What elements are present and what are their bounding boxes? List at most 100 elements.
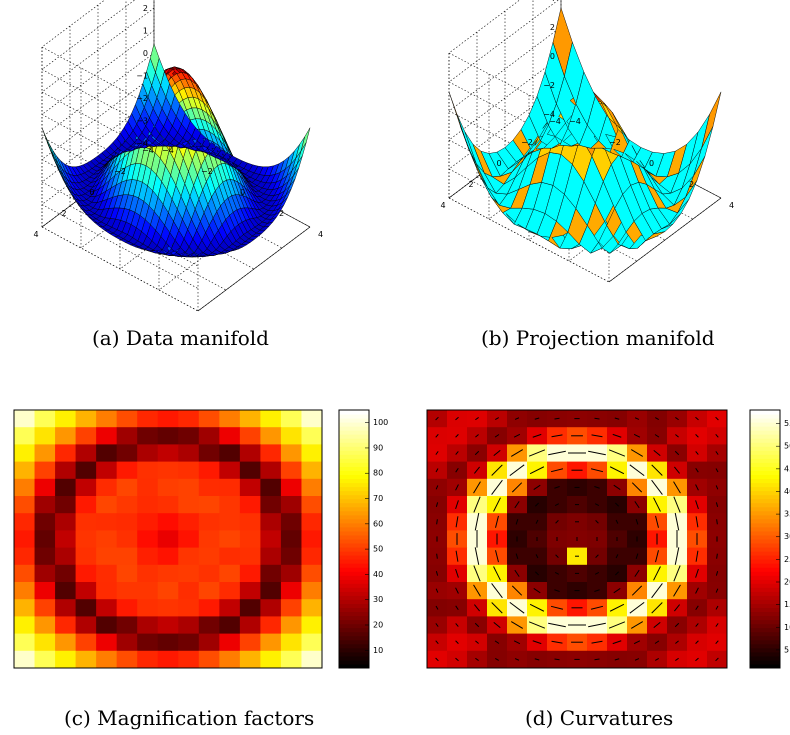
colorbar-tick-label: 10: [373, 646, 383, 655]
heatmap-cell: [116, 530, 138, 548]
colorbar-step: [750, 414, 780, 419]
heatmap-cell: [260, 564, 282, 583]
heatmap-cell: [198, 633, 220, 652]
heatmap-cell: [157, 478, 179, 497]
curvature-glyph: [715, 433, 719, 438]
heatmap-cell: [280, 633, 302, 652]
colorbar-tick-label: 20: [373, 621, 383, 630]
heatmap-cell: [137, 444, 159, 462]
curvature-glyph: [594, 417, 600, 420]
colorbar-step: [339, 494, 369, 500]
heatmap-cell: [34, 427, 56, 445]
curvature-glyph: [595, 554, 599, 558]
colorbar-step: [339, 506, 369, 512]
caption-c: (c) Magnification factors: [64, 706, 315, 730]
z-tick-label: 0: [143, 49, 148, 58]
curvature-glyph: [612, 433, 622, 438]
heatmap-cell: [137, 530, 159, 548]
heatmap-cell: [137, 650, 159, 669]
curvature-glyph: [435, 485, 439, 490]
heatmap-cell: [301, 530, 323, 548]
heatmap-cell: [14, 410, 35, 428]
curvature-glyph: [535, 502, 539, 507]
heatmap-cell: [239, 564, 261, 583]
x-tick-label: 0: [240, 188, 245, 197]
heatmap-cell: [260, 599, 282, 617]
colorbar-step: [339, 522, 369, 528]
colorbar-step: [339, 647, 369, 653]
y-tick-label: 4: [440, 201, 445, 210]
colorbar-step: [339, 498, 369, 504]
curvature-glyph: [695, 623, 699, 627]
colorbar-tick-label: 40: [373, 570, 383, 579]
curvature-glyph: [474, 512, 480, 531]
curvature-glyph: [675, 640, 679, 644]
heatmap-cell: [157, 650, 179, 669]
heatmap-cell: [75, 496, 97, 514]
heatmap-cell: [260, 496, 282, 514]
colorbar-step: [339, 514, 369, 520]
heatmap-cell: [116, 599, 138, 617]
curvature-glyph: [532, 433, 542, 438]
heatmap-cell: [280, 444, 302, 462]
colorbar-step: [750, 474, 780, 480]
curvature-glyph: [673, 481, 681, 494]
curvature-glyph: [615, 502, 619, 507]
heatmap-cell: [198, 444, 220, 462]
curvature-glyph: [595, 520, 599, 524]
colorbar-step: [750, 551, 780, 556]
colorbar-step: [339, 559, 369, 564]
curvature-glyph: [435, 588, 439, 593]
heatmap-cell: [178, 530, 200, 548]
y-tick-label: −4: [142, 146, 154, 155]
heatmap-cell: [55, 650, 76, 669]
curvature-glyph: [534, 658, 540, 661]
colorbar-step: [339, 659, 369, 665]
heatmap-cell: [34, 582, 56, 600]
colorbar-step: [750, 583, 780, 588]
z-tick-label: 2: [143, 4, 148, 13]
heatmap-cell: [14, 616, 35, 634]
heatmap-cell: [280, 461, 302, 480]
curvature-glyph: [455, 605, 459, 611]
colorbar-tick-label: 50: [373, 545, 383, 554]
heatmap-cell: [137, 547, 159, 566]
colorbar-step: [750, 607, 780, 613]
colorbar-step: [339, 470, 369, 475]
curvature-glyph: [715, 588, 719, 593]
curvature-glyph: [475, 640, 479, 644]
heatmap-cell: [14, 599, 35, 617]
curvature-glyph: [529, 603, 545, 612]
colorbar-step: [750, 498, 780, 504]
curvature-glyph: [715, 571, 719, 576]
heatmap-cell: [14, 547, 35, 566]
curvature-glyph: [609, 603, 625, 612]
colorbar-tick-label: 70: [373, 494, 383, 503]
curvature-glyph: [674, 450, 680, 456]
colorbar-step: [339, 442, 369, 447]
heatmap-cell: [301, 547, 323, 566]
heatmap-cell: [34, 633, 56, 652]
y-tick-label: 2: [468, 180, 473, 189]
heatmap-cell: [280, 599, 302, 617]
curvature-glyph: [631, 482, 643, 493]
colorbar-tick-label: 15: [784, 600, 790, 609]
curvature-glyph: [634, 658, 640, 661]
curvature-glyph: [455, 467, 459, 473]
colorbar-step: [750, 506, 780, 512]
heatmap-cell: [116, 410, 138, 428]
curvature-glyph: [695, 416, 699, 421]
curvature-glyph: [716, 553, 718, 559]
heatmap-cell: [280, 496, 302, 514]
curvature-glyph: [473, 565, 481, 582]
curvature-glyph: [554, 589, 560, 592]
surface-mesh: [448, 7, 722, 254]
curvature-glyph: [594, 589, 600, 592]
heatmap-cell: [239, 461, 261, 480]
colorbar-step: [339, 611, 369, 617]
colorbar-step: [750, 470, 780, 475]
curvature-glyph: [435, 451, 439, 455]
colorbar-step: [339, 539, 369, 544]
curvature-glyph: [435, 416, 439, 421]
